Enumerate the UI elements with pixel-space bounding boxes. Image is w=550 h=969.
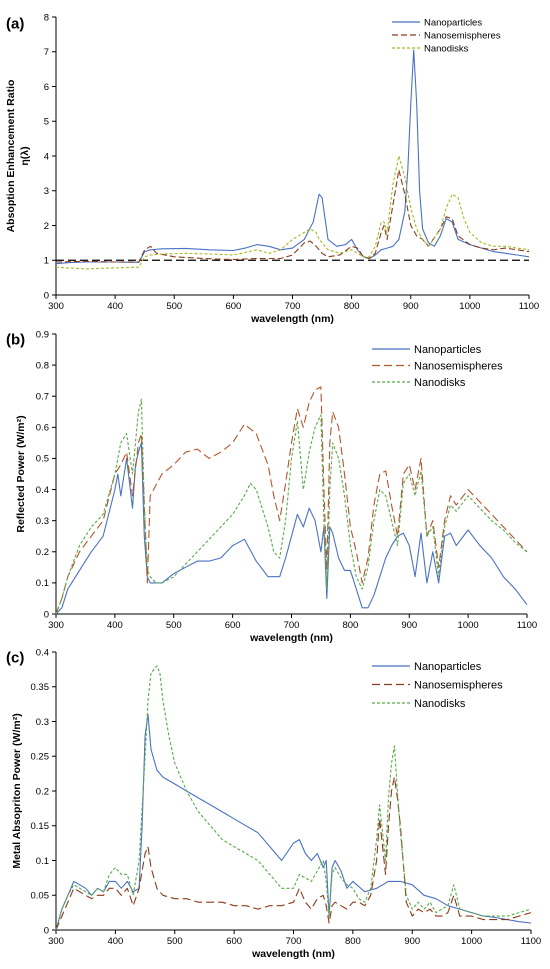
y-tick-label: 0.4 [36, 485, 49, 496]
y-tick-label: 0.4 [36, 647, 49, 658]
y-tick-label: 2 [44, 221, 49, 232]
chart-panel-2: (b) 300 400 500 600 700 800 900 1000 1100 0 0.1 0.2 0… [6, 329, 537, 644]
x-tick-label: 1100 [521, 936, 541, 947]
y-tick-label: 0.6 [36, 423, 49, 434]
series-line-1 [55, 713, 532, 931]
y-tick-label: 1 [44, 256, 49, 267]
chart-panel-1: (a) 300 400 500 600 700 800 900 1000 1100 0 1 2 3 4 5 6 7… [5, 12, 539, 325]
y-tick-label: 3 [44, 186, 49, 197]
series-line-1 [55, 442, 528, 615]
y-tick-label: 7 [44, 47, 49, 58]
x-tick-label: 1100 [517, 620, 537, 631]
y-axis-label: Absoption Enhancement Ratio [5, 80, 17, 233]
series-line-3 [55, 665, 532, 931]
x-tick-label: 900 [404, 936, 420, 947]
x-tick-label: 600 [226, 936, 242, 947]
y-tick-label: 0.3 [36, 717, 49, 728]
legend-label-2: Nanosemispheres [424, 30, 501, 41]
y-tick-label: 0.35 [31, 682, 50, 693]
y-tick-label: 0.15 [31, 821, 50, 832]
y-tick-label: 0.8 [36, 360, 49, 371]
x-tick-label: 700 [286, 936, 302, 947]
y-tick-label: 0.05 [31, 891, 50, 902]
x-tick-label: 300 [48, 301, 64, 312]
chart-panel-3: (c) 300 400 500 600 700 800 900 1000 1100 0 0.05 0.1… [6, 647, 541, 960]
x-tick-label: 700 [284, 620, 300, 631]
x-tick-label: 400 [107, 301, 123, 312]
x-tick-label: 900 [403, 301, 419, 312]
series-line-3 [55, 155, 530, 270]
x-tick-label: 600 [225, 301, 241, 312]
y-tick-label: 4 [44, 151, 49, 162]
legend: Nanoparticles Nanosemispheres Nanodisks [372, 344, 503, 389]
x-tick-label: 500 [166, 301, 182, 312]
y-axis-label-symbol: η(λ) [19, 146, 31, 165]
legend-label-3: Nanodisks [424, 43, 469, 54]
y-tick-label: 0.1 [36, 578, 49, 589]
y-tick-label: 0.3 [36, 516, 49, 527]
series-line-1 [55, 49, 530, 265]
x-tick-label: 300 [48, 936, 64, 947]
legend-label-1: Nanoparticles [414, 344, 482, 356]
y-tick-label: 0 [44, 925, 49, 936]
x-tick-label: 900 [401, 620, 417, 631]
x-tick-label: 600 [225, 620, 241, 631]
legend-label-2: Nanosemispheres [414, 679, 503, 691]
legend-label-1: Nanoparticles [414, 661, 482, 673]
legend-label-3: Nanodisks [414, 698, 466, 710]
y-tick-label: 0.1 [36, 856, 49, 867]
legend: Nanoparticles Nanosemispheres Nanodisks [392, 17, 501, 54]
y-tick-label: 0.9 [36, 329, 49, 340]
x-axis-label: wavelength (nm) [249, 632, 333, 644]
x-axis-label: wavelength (nm) [251, 948, 335, 960]
y-tick-label: 0.2 [36, 547, 49, 558]
legend-label-2: Nanosemispheres [414, 360, 503, 372]
y-tick-label: 0.7 [36, 392, 49, 403]
series-line-2 [55, 776, 532, 931]
x-tick-label: 800 [342, 620, 358, 631]
series-line-2 [55, 169, 530, 263]
x-tick-label: 500 [166, 620, 182, 631]
x-tick-label: 700 [285, 301, 301, 312]
x-tick-label: 1100 [519, 301, 539, 312]
legend: Nanoparticles Nanosemispheres Nanodisks [372, 661, 503, 710]
y-axis-label: Reflected Power (W/m²) [15, 415, 27, 532]
y-tick-label: 0 [44, 290, 49, 301]
x-tick-label: 1000 [458, 620, 479, 631]
panel-label: (a) [6, 15, 24, 32]
panel-label: (b) [6, 331, 25, 348]
series-line-2 [55, 386, 528, 615]
x-tick-label: 400 [107, 620, 123, 631]
y-axis-label: Metal Absopriton Power (W/m²) [11, 713, 23, 868]
x-axis-label: wavelength (nm) [250, 313, 334, 325]
x-tick-label: 400 [107, 936, 123, 947]
panel-label: (c) [6, 649, 24, 666]
x-tick-label: 1000 [461, 936, 482, 947]
y-tick-label: 0 [44, 609, 49, 620]
y-tick-label: 0.2 [36, 786, 49, 797]
legend-label-1: Nanoparticles [424, 17, 482, 28]
series-line-3 [55, 398, 528, 615]
x-tick-label: 300 [48, 620, 64, 631]
y-tick-label: 0.25 [31, 752, 50, 763]
y-tick-label: 5 [44, 117, 49, 128]
y-tick-label: 6 [44, 82, 49, 93]
legend-label-3: Nanodisks [414, 377, 466, 389]
x-tick-label: 500 [167, 936, 183, 947]
x-tick-label: 800 [344, 301, 360, 312]
x-tick-label: 800 [345, 936, 361, 947]
y-tick-label: 0.5 [36, 454, 49, 465]
x-tick-label: 1000 [459, 301, 480, 312]
y-tick-label: 8 [44, 12, 49, 23]
